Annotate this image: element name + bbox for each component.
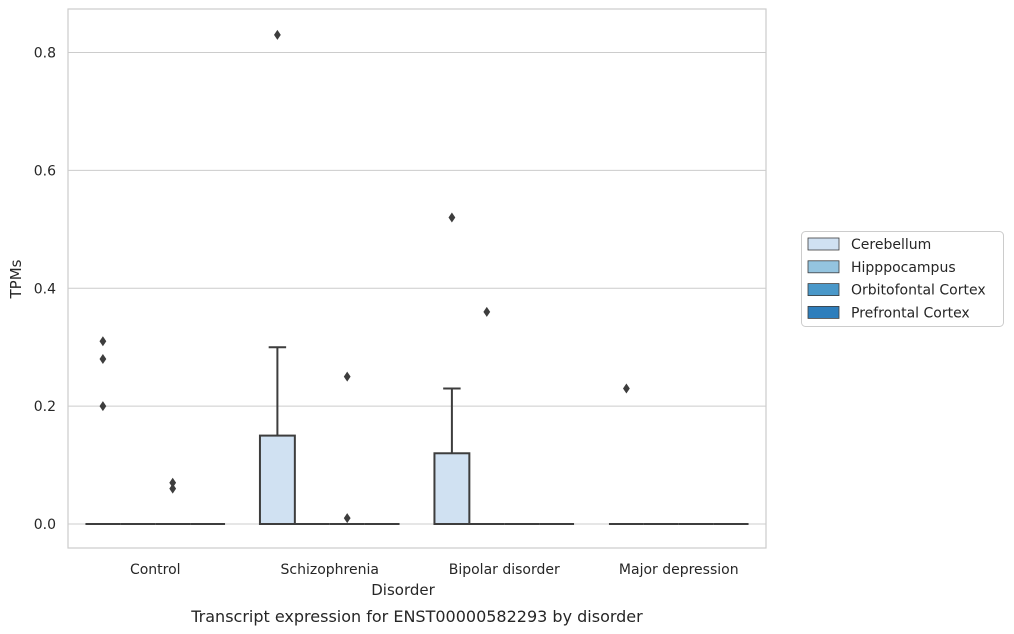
legend-label: Orbitofontal Cortex [851,283,986,299]
x-tick-label: Bipolar disorder [449,562,560,578]
outlier-point [448,212,456,223]
box-0-0 [85,336,121,525]
legend-label: Prefrontal Cortex [851,305,970,321]
x-tick-labels: Control Schizophrenia Bipolar disorder Majo… [130,562,739,578]
outlier-point [169,483,177,494]
legend-swatch [807,305,840,319]
outlier-point [623,383,630,394]
box-body [433,452,471,525]
legend-frame [801,231,1004,327]
boxes [85,29,749,525]
y-tick-label: 0.4 [34,281,56,297]
box-2-1 [469,306,505,525]
box-3-0 [608,383,644,525]
legend-label: Cerebellum [851,237,931,253]
y-tick-label: 0.2 [34,399,56,415]
box-1-2 [329,371,365,525]
y-tick-label: 0.8 [34,46,56,62]
box-body [258,434,296,525]
legend-swatch [807,283,840,297]
x-tick-label: Control [130,562,181,578]
legend-swatch [807,260,840,274]
x-tick-label: Schizophrenia [281,562,379,578]
box-2-0 [433,212,471,525]
outlier-point [169,477,177,488]
outlier-point [343,371,351,382]
chart-caption: Transcript expression for ENST0000058229… [190,607,643,626]
outlier-point [99,353,107,364]
legend: Cerebellum Hipppocampus Orbitofontal Corte… [801,231,1004,327]
outlier-point [99,336,107,347]
legend-swatch [807,237,840,251]
legend-label: Hipppocampus [851,260,956,276]
x-tick-label: Major depression [619,562,739,578]
y-tick-label: 0.0 [34,517,56,533]
x-axis-title: Disorder [371,581,435,599]
box-1-0 [258,29,296,525]
box-0-2 [155,477,191,525]
y-tick-labels: 0.0 0.2 0.4 0.6 0.8 [34,46,56,534]
outlier-point [343,513,351,524]
outlier-point [99,401,107,412]
outlier-point [483,306,491,317]
y-axis-title: TPMs [7,259,25,299]
y-tick-label: 0.6 [34,163,56,179]
outlier-point [274,29,281,40]
plot-area [67,8,767,549]
